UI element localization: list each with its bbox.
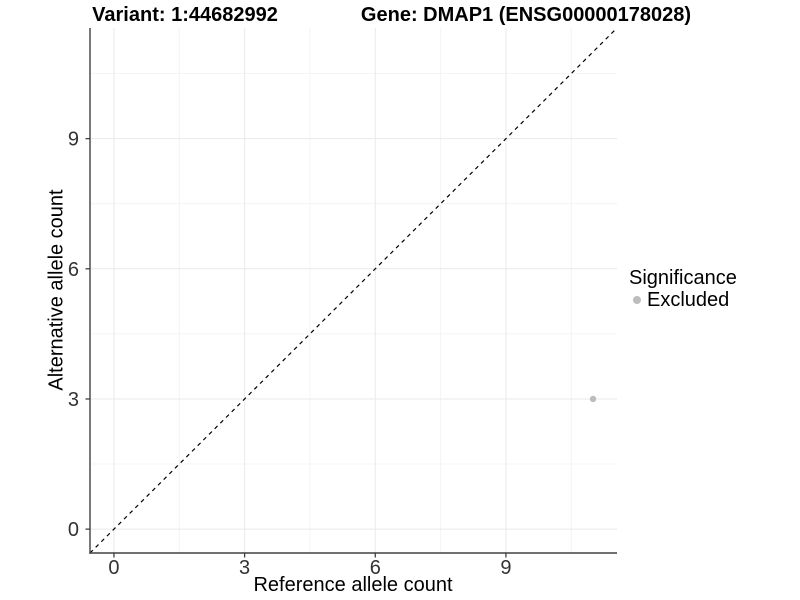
- legend-item-label: Excluded: [647, 288, 730, 311]
- y-tick-label: 3: [68, 389, 79, 411]
- x-axis-title: Reference allele count: [253, 574, 453, 596]
- identity-line: [89, 27, 618, 554]
- legend-item-excluded: Excluded: [629, 289, 737, 311]
- x-tick-label: 9: [500, 557, 511, 579]
- y-tick-label: 9: [68, 129, 79, 151]
- plot-title-gene: Gene: DMAP1 (ENSG00000178028): [360, 4, 692, 26]
- legend-point-icon: [633, 296, 641, 304]
- plot-title-variant: Variant: 1:44682992: [92, 4, 278, 26]
- x-tick-label: 6: [370, 557, 381, 579]
- y-axis-title: Alternative allele count: [45, 189, 68, 391]
- y-tick-label: 6: [68, 259, 79, 281]
- legend-title: Significance: [629, 267, 737, 289]
- data-point: [589, 395, 597, 403]
- legend: Significance Excluded: [629, 267, 737, 311]
- x-tick-label: 3: [239, 557, 250, 579]
- x-tick-label: 0: [108, 557, 119, 579]
- y-tick-label: 0: [68, 519, 79, 541]
